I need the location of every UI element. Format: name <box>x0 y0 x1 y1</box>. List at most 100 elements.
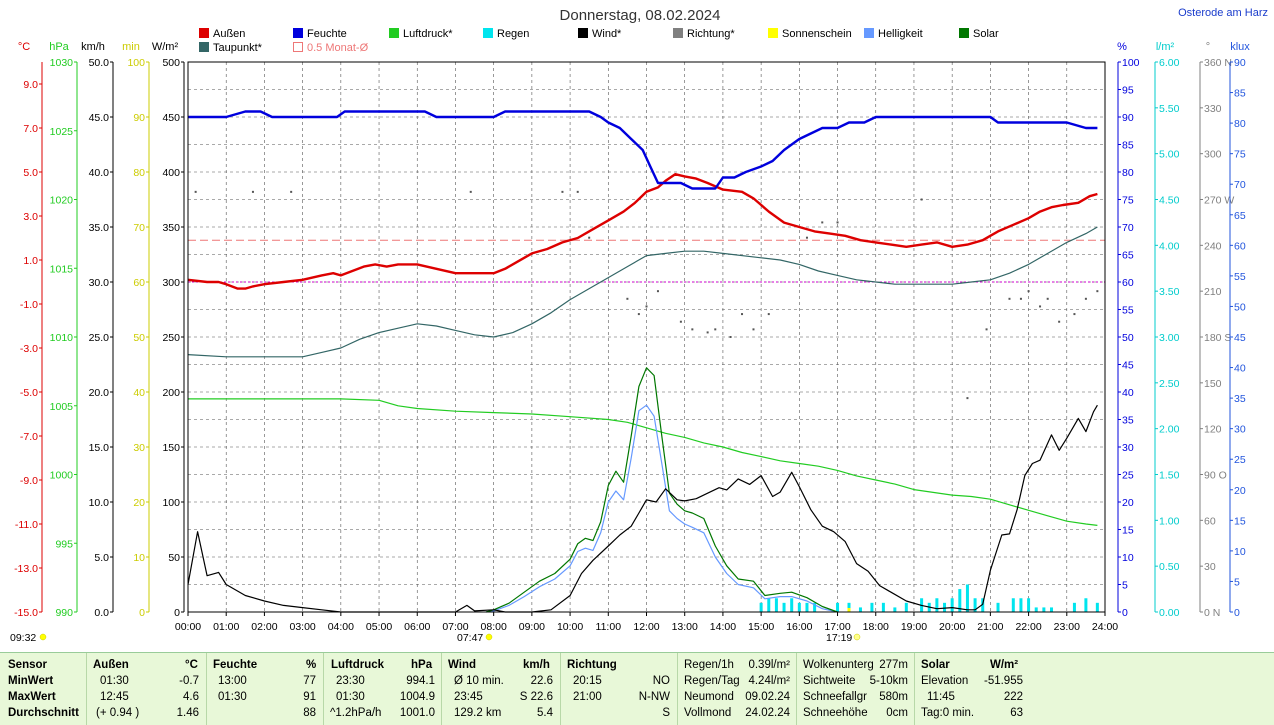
feuchte-min-value: 77 <box>303 675 316 687</box>
direction-point <box>626 297 629 300</box>
sun-axis-unit: min <box>122 41 140 53</box>
x-axis-tick-label: 06:00 <box>404 621 430 633</box>
direction-point <box>561 190 564 193</box>
solar-header: Solar <box>921 659 950 671</box>
lux-axis-tick-label: 15 <box>1234 515 1246 527</box>
rain-bar <box>943 602 947 612</box>
lux-axis-tick-label: 10 <box>1234 546 1246 558</box>
legend-swatch <box>293 42 303 52</box>
press-axis-unit: hPa <box>49 41 69 53</box>
richtung-max-value: N-NW <box>638 691 670 703</box>
regen-tag-label: Regen/Tag <box>684 675 740 687</box>
luftdruck-max-value: 1004.9 <box>399 691 435 703</box>
schneehoehe-value: 0cm <box>886 707 908 719</box>
solar-tag-label: Tag:0 min. <box>921 707 975 719</box>
wind-axis-tick-label: 40.0 <box>89 167 110 179</box>
legend-swatch <box>199 42 209 52</box>
rain-bars <box>759 584 1099 612</box>
hum-axis-tick-label: 80 <box>1122 167 1134 179</box>
hum-axis-tick-label: 15 <box>1122 525 1134 537</box>
rain-bar <box>973 598 977 612</box>
chart-grid <box>188 62 1105 612</box>
temp-axis-tick-label: -13.0 <box>14 563 38 575</box>
temp-axis-tick-label: 7.0 <box>23 123 38 135</box>
rain-bar <box>1019 598 1023 612</box>
direction-point <box>469 190 472 193</box>
hum-axis-tick-label: 100 <box>1122 57 1140 69</box>
rain-axis-tick-label: 4.00 <box>1159 240 1180 252</box>
luftdruck-unit: hPa <box>411 659 433 671</box>
direction-points <box>194 190 1099 612</box>
wind-axis-tick-label: 25.0 <box>89 332 110 344</box>
luftdruck-trend: ^1.2hPa/h <box>330 707 382 719</box>
direction-point <box>821 221 824 224</box>
schneefallgr-label: Schneefallgr <box>803 691 867 703</box>
solar-max-time: 11:45 <box>927 691 955 703</box>
rain-bar <box>881 602 885 612</box>
legend-label: Luftdruck* <box>403 28 453 40</box>
wind-avg-value: 5.4 <box>537 707 553 719</box>
x-axis-tick-label: 13:00 <box>672 621 698 633</box>
richtung-header: Richtung <box>567 659 617 671</box>
direction-point <box>1019 297 1022 300</box>
rain-bar <box>965 584 969 612</box>
dir-axis-tick-label: 120 <box>1204 424 1222 436</box>
dir-axis-tick-label: 270 W <box>1204 195 1234 207</box>
aussen-max-value: 4.6 <box>183 691 199 703</box>
press-axis-tick-label: 1010 <box>50 332 74 344</box>
aussen-header: Außen <box>93 659 129 671</box>
legend-label: Solar <box>973 28 999 40</box>
rain-axis-unit: l/m² <box>1156 41 1175 53</box>
x-axis-ticks: 00:00 01:00 02:00 03:00 04:00 05:00 06:00 07:00… <box>175 612 1118 633</box>
rain-bar <box>774 598 778 612</box>
hum-axis-tick-label: 60 <box>1122 277 1134 289</box>
sun-axis-tick-label: 70 <box>133 222 145 234</box>
x-axis-tick-label: 20:00 <box>939 621 965 633</box>
lux-axis-unit: klux <box>1230 41 1250 53</box>
x-axis-tick-label: 17:00 <box>824 621 850 633</box>
legend-swatch <box>293 28 303 38</box>
rain-axis-tick-label: 4.50 <box>1159 195 1180 207</box>
x-axis-tick-label: 11:00 <box>596 621 622 633</box>
sun-axis-tick-label: 90 <box>133 112 145 124</box>
lux-axis-tick-label: 70 <box>1234 179 1246 191</box>
sun-axis-tick-label: 100 <box>127 57 145 69</box>
solar-axis-unit: W/m² <box>152 41 179 53</box>
temp-axis-tick-label: 9.0 <box>23 79 38 91</box>
divider <box>914 653 915 725</box>
direction-point <box>1073 313 1076 316</box>
hum-axis-tick-label: 90 <box>1122 112 1134 124</box>
x-axis-tick-label: 14:00 <box>710 621 736 633</box>
hum-axis-tick-label: 10 <box>1122 552 1134 564</box>
wind-header: Wind <box>448 659 476 671</box>
direction-point <box>576 190 579 193</box>
lux-axis-tick-label: 45 <box>1234 332 1246 344</box>
rain-bar <box>1011 598 1015 612</box>
sichtweite-value: 5-10km <box>869 675 908 687</box>
sunset-label: 17:19 <box>826 632 852 644</box>
dir-axis-tick-label: 60 <box>1204 515 1216 527</box>
direction-point <box>290 190 293 193</box>
rain-axis-tick-label: 2.50 <box>1159 378 1180 390</box>
rain-bar <box>1027 598 1031 612</box>
temp-axis-tick-label: 5.0 <box>23 167 38 179</box>
x-axis-tick-label: 16:00 <box>786 621 812 633</box>
hum-axis-tick-label: 30 <box>1122 442 1134 454</box>
x-axis-tick-label: 00:00 <box>175 621 201 633</box>
hum-axis-tick-label: 55 <box>1122 305 1134 317</box>
rain-axis-tick-label: 0.50 <box>1159 561 1180 573</box>
wind-axis-tick-label: 50.0 <box>89 57 110 69</box>
hum-axis-tick-label: 20 <box>1122 497 1134 509</box>
rain-bar <box>847 602 851 612</box>
wind-distance: 129.2 km <box>454 707 502 719</box>
x-axis-tick-label: 19:00 <box>901 621 927 633</box>
rain-bar <box>813 602 817 612</box>
temp-axis-unit: °C <box>18 41 30 53</box>
aussen-min-time: 01:30 <box>100 675 129 687</box>
direction-point <box>729 336 732 338</box>
hum-axis-tick-label: 5 <box>1122 580 1128 592</box>
sun-axis-tick-label: 50 <box>133 332 145 344</box>
direction-point <box>836 221 839 224</box>
legend-label: Taupunkt* <box>213 42 263 54</box>
series-line-luftdruck <box>188 398 1098 526</box>
